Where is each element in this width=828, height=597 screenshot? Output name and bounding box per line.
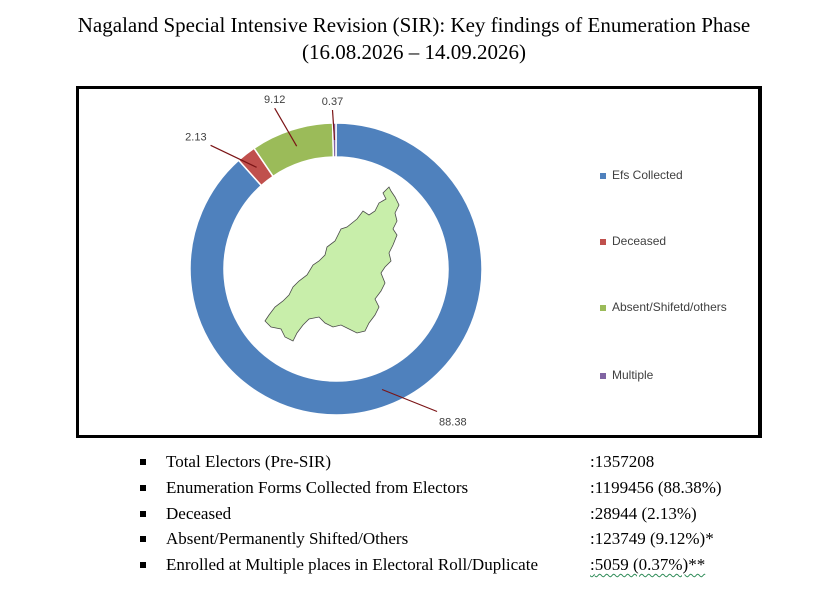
legend-label-absent-shifetd-others: Absent/Shifetd/others <box>612 300 727 314</box>
bullet-icon <box>140 562 146 568</box>
legend-swatch-efs-collected <box>600 173 606 179</box>
stat-label: Absent/Permanently Shifted/Others <box>166 529 409 548</box>
nagaland-map <box>264 186 400 342</box>
leader-line <box>331 109 336 141</box>
data-label-absent-shifetd-others: 9.12 <box>264 94 285 106</box>
data-label-multiple: 0.37 <box>322 96 343 108</box>
chart-date-range: (16.08.2026 – 14.09.2026) <box>302 40 526 64</box>
stat-label: Total Electors (Pre-SIR) <box>166 452 331 471</box>
stat-value: :123749 (9.12%)* <box>590 529 714 548</box>
legend-label-deceased: Deceased <box>612 234 666 248</box>
stat-row-deceased: Deceased :28944 (2.13%) <box>0 504 828 529</box>
stat-row-absent-shifted: Absent/Permanently Shifted/Others :12374… <box>0 529 828 554</box>
chart-frame: 88.38 2.13 9.12 0.37 Efs Collected Deceased A… <box>76 86 762 438</box>
legend-label-efs-collected: Efs Collected <box>612 168 683 182</box>
leader-line <box>381 388 438 413</box>
stat-label: Enrolled at Multiple places in Electoral… <box>166 555 538 574</box>
stat-label: Deceased <box>166 504 232 523</box>
data-label-deceased: 2.13 <box>185 131 206 143</box>
stat-row-total-electors: Total Electors (Pre-SIR) :1357208 <box>0 452 828 477</box>
stat-value: :28944 (2.13%) <box>590 504 697 523</box>
bullet-icon <box>140 536 146 542</box>
legend-swatch-absent-shifetd-others <box>600 305 606 311</box>
stat-value-rest: 5059 (0.37%)** <box>594 555 706 574</box>
leader-line <box>274 107 298 147</box>
legend-swatch-multiple <box>600 373 606 379</box>
bullet-icon <box>140 511 146 517</box>
bullet-icon <box>140 485 146 491</box>
doughnut-chart: 88.38 2.13 9.12 0.37 Efs Collected Deceased A… <box>185 94 727 428</box>
slice-efs-collected <box>189 122 483 416</box>
leader-line <box>210 144 257 168</box>
chart-title: Nagaland Special Intensive Revision (SIR… <box>77 13 751 37</box>
stat-value: :5059 (0.37%)** <box>590 555 705 575</box>
stat-row-forms-collected: Enumeration Forms Collected from Elector… <box>0 478 828 503</box>
stat-row-multiple: Enrolled at Multiple places in Electoral… <box>0 555 828 580</box>
bullet-icon <box>140 459 146 465</box>
stat-value-prefix: : <box>590 555 595 574</box>
legend-label-multiple: Multiple <box>612 368 654 382</box>
legend-swatch-deceased <box>600 239 606 245</box>
data-label-efs-collected: 88.38 <box>439 416 467 428</box>
stat-label: Enumeration Forms Collected from Elector… <box>166 478 469 497</box>
stat-value: :1357208 <box>590 452 655 471</box>
stat-value: :1199456 (88.38%) <box>590 478 722 497</box>
